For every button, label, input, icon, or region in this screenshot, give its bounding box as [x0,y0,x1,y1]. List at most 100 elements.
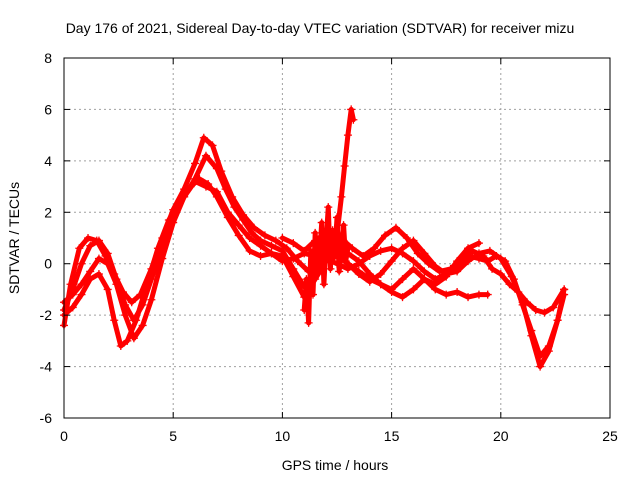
data-point [175,198,184,206]
data-point [376,246,385,255]
data-point [306,246,315,255]
data-point [127,298,136,307]
y-axis-label: SDTVAR / TECUs [6,182,22,294]
data-point [505,280,514,289]
data-point [300,306,309,314]
data-point [147,295,156,304]
data-point [121,311,130,320]
x-tick-label: 5 [169,428,177,444]
data-point [110,316,119,325]
data-point [402,234,411,242]
data-point [221,185,230,194]
data-point [442,272,451,281]
data-point [169,218,178,227]
y-axis: -6 -4 -2 0 2 4 6 8 [40,50,610,426]
data-point [560,285,569,294]
data-point [201,151,210,160]
x-tick-label: 25 [602,428,618,444]
data-point [442,290,451,299]
data-point [256,252,265,260]
data-point [267,249,276,258]
data-point [398,293,407,302]
data-point [420,267,429,276]
data-point [420,249,429,258]
data-point [77,259,86,268]
data-point [319,280,328,289]
data-point [289,254,298,263]
data-point [191,159,200,168]
data-point [409,264,418,273]
data-point [86,267,95,276]
data-point [267,241,276,250]
data-point [247,228,256,237]
data-point [250,223,259,232]
data-point [326,264,335,273]
data-point [186,182,195,191]
data-point [84,234,93,242]
data-point [553,316,562,325]
data-point [496,254,505,263]
data-point [347,105,356,114]
data-point [549,303,558,312]
data-point [86,275,95,284]
data-point [507,272,516,281]
data-point [409,285,418,294]
data-point [365,252,374,260]
data-point [391,223,400,232]
data-point [245,246,254,255]
data-point [485,246,494,255]
data-point [324,203,333,212]
data-point [464,244,473,253]
data-point [278,234,287,242]
data-point [387,257,396,266]
data-point [341,257,350,266]
y-tick-label: 2 [44,204,52,220]
y-tick-label: -6 [40,410,53,426]
data-point [256,241,265,250]
data-point [453,267,462,276]
x-tick-label: 15 [384,428,400,444]
data-point [212,164,221,173]
chart-title: Day 176 of 2021, Sidereal Day-to-day VTE… [66,20,575,36]
data-point [94,254,103,263]
data-point [420,275,429,284]
data-point [544,347,553,356]
data-point [282,244,291,253]
data-point [431,280,440,289]
y-tick-label: 4 [44,153,52,169]
data-point [223,213,232,222]
data-point [271,236,280,245]
data-point [116,342,125,350]
data-point [234,231,243,240]
data-point [195,174,204,183]
data-point [483,290,492,299]
data-point [474,239,483,248]
data-point [138,321,147,330]
data-point [260,231,269,240]
data-point [354,267,363,276]
data-point [245,234,254,242]
data-point [308,290,317,299]
data-point [398,275,407,284]
data-point [103,285,112,294]
x-tick-label: 0 [60,428,68,444]
data-point [527,331,536,340]
data-point [94,270,103,278]
data-point [337,239,346,248]
data-point [68,303,77,312]
data-point [349,115,358,124]
data-point [86,241,95,250]
series-layer [60,105,569,371]
data-point [103,249,112,258]
data-point [376,280,385,289]
data-point [322,236,331,245]
data-point [409,257,418,266]
data-point [381,231,390,240]
x-axis-label: GPS time / hours [282,457,389,473]
data-point [339,221,348,230]
data-point [212,192,221,201]
data-point [409,236,418,245]
series-noise-burst [300,203,352,327]
data-point [453,257,462,266]
